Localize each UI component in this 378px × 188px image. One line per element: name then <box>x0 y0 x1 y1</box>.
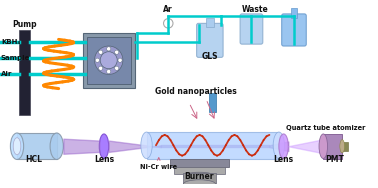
Ellipse shape <box>99 134 109 158</box>
Bar <box>206 18 214 27</box>
Text: Pump: Pump <box>12 20 37 29</box>
Bar <box>83 33 135 88</box>
Text: Gold nanoparticles: Gold nanoparticles <box>155 87 237 96</box>
Bar <box>323 134 342 158</box>
Text: Ni-Cr wire: Ni-Cr wire <box>140 158 177 170</box>
Text: Ar: Ar <box>163 5 173 14</box>
Bar <box>342 142 348 151</box>
Text: KBH₄: KBH₄ <box>1 39 20 45</box>
Bar <box>19 30 30 115</box>
Text: Air: Air <box>1 71 12 77</box>
Text: GLS: GLS <box>201 52 218 61</box>
Ellipse shape <box>183 180 215 188</box>
Bar <box>209 93 215 112</box>
Circle shape <box>107 70 111 74</box>
Text: Waste: Waste <box>242 5 269 14</box>
Ellipse shape <box>319 134 328 158</box>
Circle shape <box>94 46 123 74</box>
Text: Quartz tube atomizer: Quartz tube atomizer <box>287 125 366 131</box>
Text: HCL: HCL <box>26 155 43 164</box>
Circle shape <box>118 58 122 62</box>
FancyBboxPatch shape <box>240 14 263 44</box>
Bar <box>87 37 132 84</box>
Ellipse shape <box>340 140 345 153</box>
Circle shape <box>115 66 119 70</box>
Circle shape <box>100 52 117 69</box>
Circle shape <box>95 58 99 62</box>
Circle shape <box>99 66 103 70</box>
Bar <box>170 159 229 167</box>
Circle shape <box>115 50 119 54</box>
Text: PMT: PMT <box>325 155 344 164</box>
Bar <box>174 167 225 174</box>
Circle shape <box>164 19 173 28</box>
Ellipse shape <box>11 133 24 159</box>
Ellipse shape <box>13 138 21 155</box>
Bar <box>183 173 215 184</box>
Bar <box>17 133 57 159</box>
Circle shape <box>99 50 103 54</box>
Ellipse shape <box>273 132 285 158</box>
Text: Burner: Burner <box>185 172 214 181</box>
FancyBboxPatch shape <box>197 23 223 57</box>
Bar <box>147 132 279 158</box>
Text: Lens: Lens <box>274 155 294 164</box>
Ellipse shape <box>50 133 64 159</box>
Ellipse shape <box>141 132 152 158</box>
Text: Lens: Lens <box>94 155 114 164</box>
Circle shape <box>107 47 111 51</box>
Ellipse shape <box>279 134 288 158</box>
Text: Sample: Sample <box>1 55 30 61</box>
Bar <box>291 8 297 18</box>
FancyBboxPatch shape <box>282 14 306 46</box>
Ellipse shape <box>183 172 215 181</box>
